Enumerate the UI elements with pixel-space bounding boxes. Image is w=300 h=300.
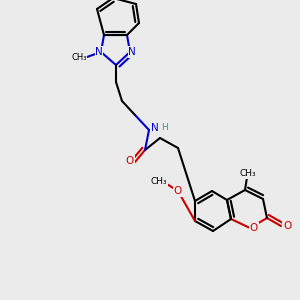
Text: O: O [283, 221, 291, 231]
Text: CH₃: CH₃ [151, 176, 167, 185]
Text: CH₃: CH₃ [71, 52, 87, 62]
Text: O: O [174, 186, 182, 196]
Text: N: N [95, 47, 103, 57]
Text: CH₃: CH₃ [240, 169, 256, 178]
Text: N: N [128, 47, 136, 57]
Text: H: H [162, 124, 168, 133]
Text: O: O [250, 223, 258, 233]
Text: N: N [151, 123, 159, 133]
Text: O: O [126, 156, 134, 166]
